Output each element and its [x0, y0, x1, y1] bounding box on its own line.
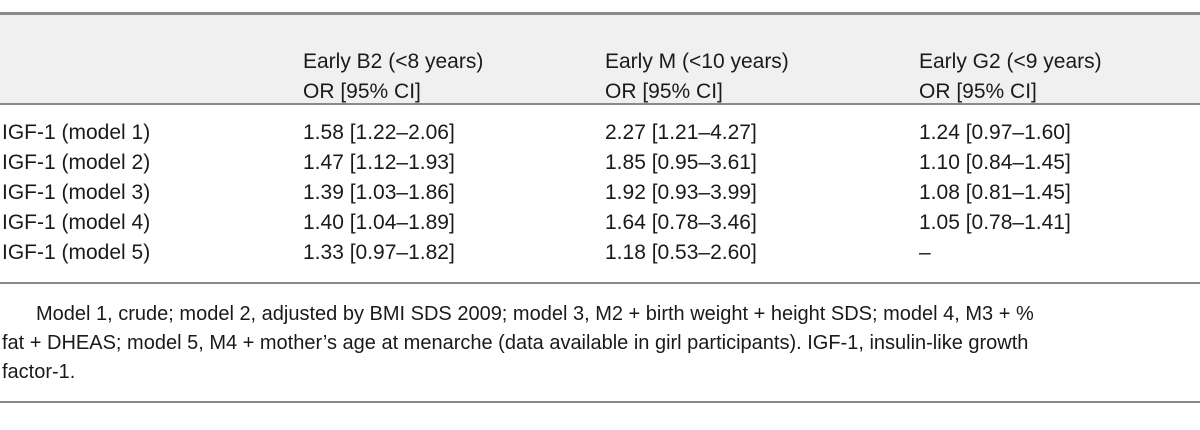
bottom-rule: [0, 401, 1200, 403]
column-header-subtitle: OR [95% CI]: [919, 80, 1037, 103]
top-rule: [0, 12, 1200, 15]
table-cell: –: [919, 241, 931, 264]
table-row: IGF-1 (model 5) 1.33 [0.97–1.82] 1.18 [0…: [0, 238, 1200, 268]
column-header-title: Early G2 (<9 years): [919, 50, 1102, 73]
table-cell: 1.05 [0.78–1.41]: [919, 211, 1071, 234]
table-row: IGF-1 (model 1) 1.58 [1.22–2.06] 2.27 [1…: [0, 118, 1200, 148]
row-label: IGF-1 (model 3): [2, 181, 151, 204]
row-label: IGF-1 (model 4): [2, 211, 151, 234]
table-cell: 1.33 [0.97–1.82]: [303, 241, 455, 264]
table-cell: 1.92 [0.93–3.99]: [605, 181, 757, 204]
table-row: IGF-1 (model 3) 1.39 [1.03–1.86] 1.92 [0…: [0, 178, 1200, 208]
column-header-subtitle: OR [95% CI]: [303, 80, 421, 103]
table-footnote: Model 1, crude; model 2, adjusted by BMI…: [2, 300, 1198, 387]
header-rule: [0, 103, 1200, 105]
table-row: IGF-1 (model 2) 1.47 [1.12–1.93] 1.85 [0…: [0, 148, 1200, 178]
table-cell: 1.24 [0.97–1.60]: [919, 121, 1071, 144]
row-label: IGF-1 (model 2): [2, 151, 151, 174]
column-header-early-m: Early M (<10 years) OR [95% CI]: [605, 47, 789, 107]
footnote-line: Model 1, crude; model 2, adjusted by BMI…: [36, 303, 1034, 325]
table-row: IGF-1 (model 4) 1.40 [1.04–1.89] 1.64 [0…: [0, 208, 1200, 238]
footnote-line: fat + DHEAS; model 5, M4 + mother’s age …: [2, 332, 1029, 354]
table-cell: 1.58 [1.22–2.06]: [303, 121, 455, 144]
column-header-early-b2: Early B2 (<8 years) OR [95% CI]: [303, 47, 483, 107]
table-cell: 1.10 [0.84–1.45]: [919, 151, 1071, 174]
table-cell: 1.08 [0.81–1.45]: [919, 181, 1071, 204]
table-body-rule: [0, 282, 1200, 284]
table-cell: 1.18 [0.53–2.60]: [605, 241, 757, 264]
column-header-early-g2: Early G2 (<9 years) OR [95% CI]: [919, 47, 1102, 107]
table-cell: 1.40 [1.04–1.89]: [303, 211, 455, 234]
table-cell: 1.64 [0.78–3.46]: [605, 211, 757, 234]
row-label: IGF-1 (model 5): [2, 241, 151, 264]
table-cell: 1.39 [1.03–1.86]: [303, 181, 455, 204]
footnote-line: factor-1.: [2, 361, 76, 383]
table-header: Early B2 (<8 years) OR [95% CI] Early M …: [0, 15, 1200, 103]
column-header-subtitle: OR [95% CI]: [605, 80, 723, 103]
column-header-title: Early B2 (<8 years): [303, 50, 484, 73]
table-cell: 2.27 [1.21–4.27]: [605, 121, 757, 144]
column-header-title: Early M (<10 years): [605, 50, 789, 73]
row-label: IGF-1 (model 1): [2, 121, 151, 144]
table-cell: 1.47 [1.12–1.93]: [303, 151, 455, 174]
table-cell: 1.85 [0.95–3.61]: [605, 151, 757, 174]
